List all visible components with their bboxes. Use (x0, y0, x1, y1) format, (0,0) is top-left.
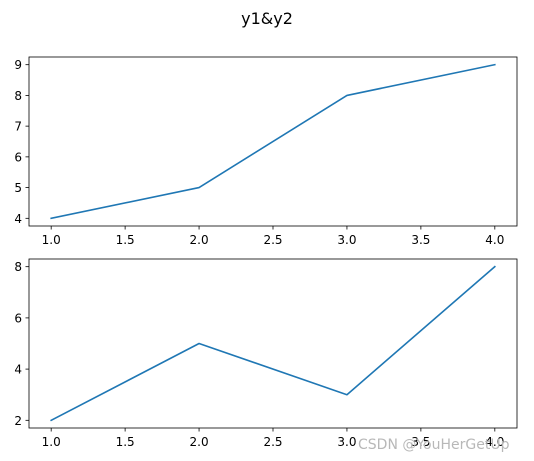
y-tick-label: 5 (14, 181, 22, 195)
axes-frame (28, 258, 518, 429)
x-tick-label: 3.5 (411, 233, 430, 247)
y-tick-label: 6 (14, 150, 22, 164)
subplot-2: 1.0 1.5 2.0 2.5 3.0 3.5 4.0 2 4 6 8 (14, 258, 518, 449)
watermark: CSDN @YouHerGetUp (358, 437, 510, 453)
x-tick-label: 4.0 (485, 233, 504, 247)
x-tick-label: 3.0 (337, 435, 356, 449)
x-tick-label: 1.5 (116, 435, 135, 449)
x-tick-label: 2.5 (263, 233, 282, 247)
y-tick-label: 6 (14, 311, 22, 325)
x-tick-label: 2.0 (190, 233, 209, 247)
x-tick-label: 1.0 (42, 233, 61, 247)
x-tick-label: 2.5 (263, 435, 282, 449)
x-tick-label: 4.0 (485, 435, 504, 449)
series-line-2-1 (50, 265, 496, 422)
subplot-1: 1.0 1.5 2.0 2.5 3.0 3.5 4.0 4 5 6 7 8 9 (14, 56, 518, 247)
x-tick-label: 1.0 (42, 435, 61, 449)
y-tick-label: 4 (14, 363, 22, 377)
y-tick-label: 8 (14, 260, 22, 274)
series-line-1-1 (50, 63, 496, 220)
y-tick-label: 2 (14, 414, 22, 428)
figure-suptitle: y1&y2 (241, 9, 293, 28)
x-tick-label: 1.5 (116, 233, 135, 247)
subplots: 1.0 1.5 2.0 2.5 3.0 3.5 4.0 4 5 6 7 8 9 1.0 1.5 2.0 2.5 3… (14, 56, 518, 449)
x-tick-label: 3.0 (337, 233, 356, 247)
y-tick-label: 8 (14, 89, 22, 103)
x-tick-label: 3.5 (411, 435, 430, 449)
y-tick-label: 4 (14, 212, 22, 226)
y-tick-label: 7 (14, 120, 22, 134)
y-tick-label: 9 (14, 58, 22, 72)
x-tick-label: 2.0 (190, 435, 209, 449)
